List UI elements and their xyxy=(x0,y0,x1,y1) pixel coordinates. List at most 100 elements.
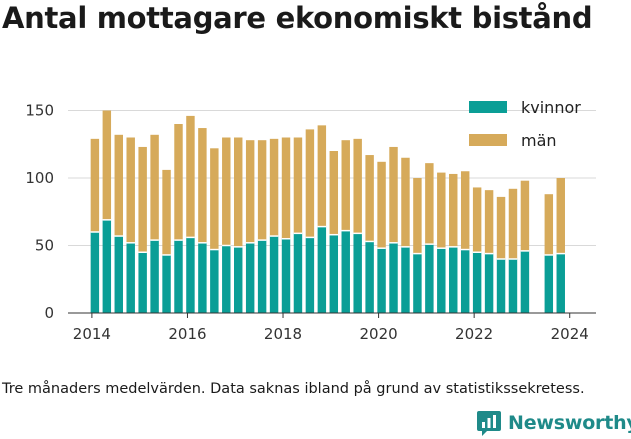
x-tick-label-2014: 2014 xyxy=(73,325,111,343)
footnote: Tre månaders medelvärden. Data saknas ib… xyxy=(2,381,585,397)
legend-label-0: kvinnor xyxy=(521,98,581,117)
brand-name: Newsworthy xyxy=(508,412,631,434)
bars xyxy=(90,110,565,313)
x-tick-label-2016: 2016 xyxy=(168,325,206,343)
bar-kvinnor-28 xyxy=(425,244,434,313)
bar-man-22 xyxy=(353,138,362,234)
bar-man-25 xyxy=(389,146,398,243)
bar-kvinnor-23 xyxy=(365,241,374,313)
axes: 0 50 100 150 2014 2016 2018 2020 2022 2024 xyxy=(25,102,596,343)
bar-kvinnor-25 xyxy=(389,242,398,313)
bar-kvinnor-4 xyxy=(138,252,147,313)
bar-man-26 xyxy=(401,157,410,247)
bar-kvinnor-15 xyxy=(269,236,279,313)
legend: kvinnor män xyxy=(469,98,581,150)
bar-man-23 xyxy=(365,155,374,242)
bar-kvinnor-17 xyxy=(293,233,303,313)
bar-kvinnor-19 xyxy=(317,226,327,313)
bar-kvinnor-39 xyxy=(556,253,565,313)
bar-man-12 xyxy=(234,137,243,247)
bar-man-9 xyxy=(198,128,207,243)
bar-kvinnor-0 xyxy=(90,232,100,313)
bar-man-0 xyxy=(90,138,100,232)
bar-man-31 xyxy=(460,171,470,250)
bar-man-5 xyxy=(150,134,159,241)
bar-man-10 xyxy=(210,148,219,250)
y-tick-label-100: 100 xyxy=(25,169,54,187)
bar-kvinnor-7 xyxy=(174,240,183,313)
bar-kvinnor-5 xyxy=(150,240,159,313)
bar-man-33 xyxy=(484,190,494,254)
bar-man-16 xyxy=(281,137,291,239)
bar-kvinnor-24 xyxy=(377,248,386,313)
bar-man-27 xyxy=(413,178,422,254)
bar-man-1 xyxy=(102,110,112,220)
bar-kvinnor-35 xyxy=(508,259,518,313)
bar-man-6 xyxy=(162,169,171,255)
bar-man-35 xyxy=(508,188,518,259)
bar-kvinnor-13 xyxy=(245,242,255,313)
bar-kvinnor-26 xyxy=(401,246,410,313)
bar-kvinnor-22 xyxy=(353,233,362,313)
bar-kvinnor-32 xyxy=(472,252,482,313)
x-tick-label-2022: 2022 xyxy=(455,325,493,343)
bar-man-39 xyxy=(556,178,565,254)
bar-man-21 xyxy=(341,140,350,231)
bar-man-19 xyxy=(317,125,327,227)
bar-kvinnor-27 xyxy=(413,253,422,313)
bar-kvinnor-29 xyxy=(437,248,446,313)
bar-man-4 xyxy=(138,146,147,253)
bar-man-30 xyxy=(449,173,458,247)
bar-kvinnor-34 xyxy=(496,259,506,313)
legend-swatch-0 xyxy=(469,101,507,113)
bar-kvinnor-16 xyxy=(281,238,291,313)
bar-man-2 xyxy=(114,134,123,237)
bar-man-14 xyxy=(257,140,267,241)
x-tick-label-2024: 2024 xyxy=(551,325,589,343)
bar-kvinnor-9 xyxy=(198,242,207,313)
bar-kvinnor-3 xyxy=(126,242,135,313)
bar-man-28 xyxy=(425,163,434,245)
x-tick-label-2018: 2018 xyxy=(264,325,302,343)
bar-kvinnor-1 xyxy=(102,219,112,313)
x-tick-label-2020: 2020 xyxy=(359,325,397,343)
bar-kvinnor-14 xyxy=(257,240,267,313)
bar-kvinnor-2 xyxy=(114,236,123,313)
bar-kvinnor-11 xyxy=(222,245,231,313)
y-tick-label-50: 50 xyxy=(35,237,54,255)
bar-man-13 xyxy=(245,140,255,243)
bar-kvinnor-31 xyxy=(460,249,470,313)
y-tick-label-150: 150 xyxy=(25,102,54,120)
bar-kvinnor-20 xyxy=(329,234,339,313)
chart-title: Antal mottagare ekonomiskt bistånd xyxy=(2,1,593,35)
bar-man-34 xyxy=(496,196,506,259)
bar-man-32 xyxy=(472,187,482,253)
bar-man-15 xyxy=(269,138,279,237)
bar-man-3 xyxy=(126,137,135,243)
bar-man-36 xyxy=(520,180,530,251)
bar-kvinnor-10 xyxy=(210,249,219,313)
bar-man-38 xyxy=(544,194,554,255)
bar-man-8 xyxy=(186,115,195,238)
bar-man-11 xyxy=(222,137,231,246)
bar-man-18 xyxy=(305,129,315,238)
bar-kvinnor-21 xyxy=(341,230,350,313)
y-tick-label-0: 0 xyxy=(44,304,54,322)
legend-label-1: män xyxy=(521,131,557,150)
bar-kvinnor-8 xyxy=(186,237,195,313)
bar-man-20 xyxy=(329,151,339,235)
bar-kvinnor-30 xyxy=(449,246,458,313)
brand-logo[interactable]: Newsworthy xyxy=(476,408,631,438)
bar-kvinnor-12 xyxy=(234,246,243,313)
bar-kvinnor-36 xyxy=(520,250,530,313)
bar-kvinnor-38 xyxy=(544,254,554,313)
legend-swatch-1 xyxy=(469,134,507,146)
bar-man-29 xyxy=(437,172,446,249)
bar-kvinnor-6 xyxy=(162,254,171,313)
newsworthy-logo-icon xyxy=(477,411,501,436)
bar-kvinnor-18 xyxy=(305,237,315,313)
bar-man-24 xyxy=(377,161,386,249)
bar-man-17 xyxy=(293,137,303,234)
bar-kvinnor-33 xyxy=(484,253,494,313)
stacked-bar-chart: 0 50 100 150 2014 2016 2018 2020 2022 2024 kvinno… xyxy=(25,98,596,343)
